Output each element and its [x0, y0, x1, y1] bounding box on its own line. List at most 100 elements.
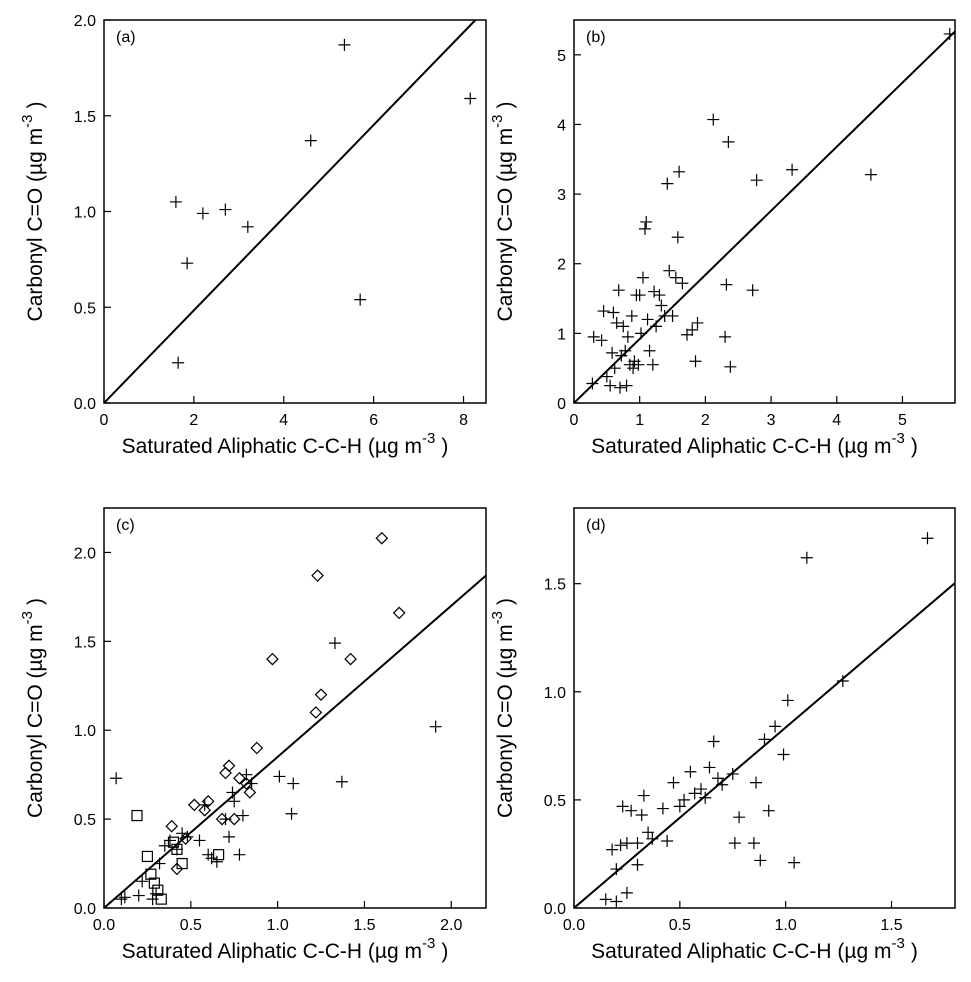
x-axis-title-close: )	[441, 435, 448, 458]
plus-marker	[599, 893, 612, 906]
plus-marker	[750, 776, 763, 789]
plus-marker	[728, 837, 741, 850]
y-axis-title-text: Carbonyl C=O (µg m-3)	[489, 598, 517, 818]
plus-marker	[680, 328, 693, 341]
plus-marker	[226, 786, 239, 799]
plus-marker	[608, 362, 621, 375]
y-tick-label: 0.5	[74, 812, 96, 829]
plus-marker	[600, 370, 613, 383]
x-axis-title-close: )	[911, 940, 918, 963]
plus-marker	[747, 837, 760, 850]
x-axis-title-main: Saturated Aliphatic C-C-H (µg m	[591, 435, 891, 458]
diamond-marker	[314, 688, 328, 702]
y-axis-title: Carbonyl C=O (µg m-3)	[489, 102, 517, 322]
plus-marker	[699, 791, 712, 804]
panel-a: 0 2 4 6 8 0.0 0.5 1.0 1.5 2.0 (a) Saturated Aliphat…	[19, 13, 487, 458]
x-tick-label: 0.5	[180, 917, 202, 934]
plus-marker	[733, 811, 746, 824]
x-axis-title-exponent: -3	[892, 430, 905, 447]
y-tick-label: 2.0	[74, 13, 96, 30]
plus-marker	[781, 694, 794, 707]
plus-marker	[656, 802, 669, 815]
plus-marker	[673, 165, 686, 178]
plus-marker	[202, 848, 215, 861]
plus-marker	[172, 356, 185, 369]
plus-marker	[587, 330, 600, 343]
x-axis-title-text: Saturated Aliphatic C-C-H (µg m-3)	[591, 935, 918, 963]
plus-marker	[638, 222, 651, 235]
y-axis-title-close: )	[494, 102, 517, 109]
plus-marker	[210, 855, 223, 868]
panel-d: 0.0 0.5 1.0 1.5 0.0 0.5 1.0 1.5 (d) Saturated Ali…	[489, 507, 956, 963]
panel-c: 0.0 0.5 1.0 1.5 2.0 0.0 0.5 1.0 1.5 2.0 (c) Saturat…	[19, 507, 487, 963]
y-tick-label: 0	[557, 396, 566, 413]
y-tick-label: 0.0	[544, 901, 566, 918]
plus-marker	[595, 334, 608, 347]
plus-marker	[205, 852, 218, 865]
plus-marker	[625, 309, 638, 322]
plus-marker	[703, 761, 716, 774]
plus-marker	[110, 772, 123, 785]
plus-marker	[667, 776, 680, 789]
plot-frame	[573, 19, 956, 404]
y-tick-label: 1.0	[74, 723, 96, 740]
x-tick-label: 8	[459, 412, 468, 429]
x-tick-label: 2	[701, 412, 710, 429]
diamond-marker	[392, 606, 406, 620]
y-tick-label: 0.0	[74, 901, 96, 918]
square-marker	[155, 893, 167, 905]
plus-marker	[921, 532, 934, 545]
plus-marker	[669, 271, 682, 284]
panel-label: (c)	[116, 517, 135, 534]
square-marker	[213, 849, 225, 861]
y-tick-label: 2	[557, 257, 566, 274]
y-tick-label: 0.0	[74, 396, 96, 413]
plus-marker	[612, 284, 625, 297]
plus-marker	[604, 379, 617, 392]
diamond-marker	[266, 652, 279, 666]
plus-marker	[650, 320, 663, 333]
x-tick-label: 1.0	[775, 917, 797, 934]
y-axis-title-close: )	[24, 598, 47, 605]
y-axis-title-text: Carbonyl C=O (µg m-3)	[19, 102, 47, 322]
y-axis-title-text: Carbonyl C=O (µg m-3)	[489, 102, 517, 322]
plus-marker	[640, 215, 653, 228]
plus-marker	[678, 793, 691, 806]
x-tick-label: 1.5	[880, 917, 902, 934]
diamond-marker	[311, 569, 324, 582]
x-tick-label: 6	[369, 412, 378, 429]
diamond-marker	[201, 794, 215, 808]
y-tick-label: 1.5	[74, 634, 96, 651]
plus-marker	[769, 720, 782, 733]
plus-marker	[642, 826, 655, 839]
y-axis-title-main: Carbonyl C=O (µg m	[494, 128, 517, 322]
plus-marker	[335, 775, 348, 788]
plus-marker	[223, 830, 236, 843]
plus-marker	[635, 809, 648, 822]
plus-marker	[864, 168, 877, 181]
x-axis-title-main: Saturated Aliphatic C-C-H (µg m	[591, 940, 891, 963]
plus-marker	[193, 834, 206, 847]
plus-marker	[691, 316, 704, 329]
x-tick-label: 1	[635, 412, 644, 429]
y-tick-label: 4	[557, 117, 566, 134]
panel-label: (a)	[116, 29, 136, 46]
plus-marker	[620, 379, 633, 392]
plus-marker	[621, 330, 634, 343]
plus-marker	[153, 857, 166, 870]
x-axis-title-close: )	[911, 435, 918, 458]
plus-marker	[136, 875, 149, 888]
plus-marker	[616, 800, 629, 813]
plot-frame	[103, 507, 487, 909]
diamond-marker	[243, 786, 257, 799]
y-axis-title-main: Carbonyl C=O (µg m	[24, 624, 47, 818]
plus-marker	[758, 733, 771, 746]
plus-marker	[836, 674, 849, 687]
plus-marker	[716, 778, 729, 791]
x-tick-label: 0	[100, 412, 109, 429]
plus-marker	[676, 277, 689, 290]
diamond-marker	[170, 862, 184, 876]
x-tick-label: 3	[767, 412, 776, 429]
plus-marker	[646, 358, 659, 371]
y-tick-label: 1.5	[544, 577, 566, 594]
